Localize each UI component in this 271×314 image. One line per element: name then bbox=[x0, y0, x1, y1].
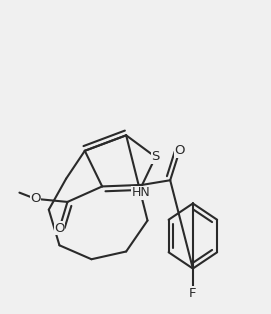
Text: HN: HN bbox=[131, 186, 150, 199]
Text: O: O bbox=[174, 144, 185, 157]
Text: S: S bbox=[151, 150, 160, 164]
Text: F: F bbox=[189, 287, 197, 300]
Text: O: O bbox=[30, 192, 41, 205]
Text: O: O bbox=[54, 222, 65, 235]
